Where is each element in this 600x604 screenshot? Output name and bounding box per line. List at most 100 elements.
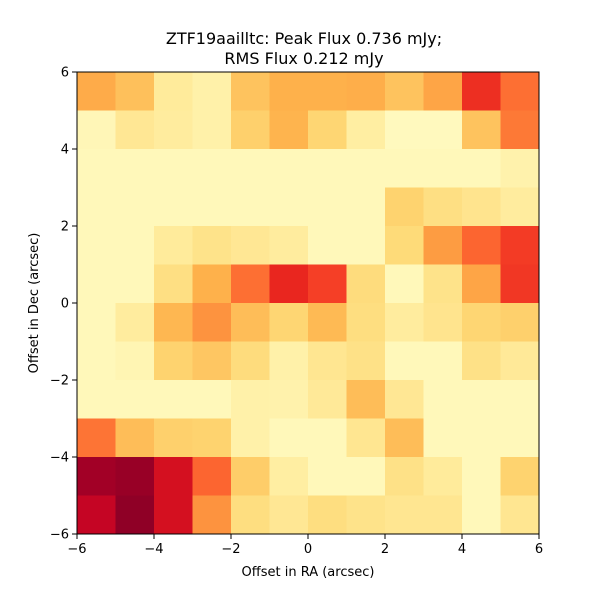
heatmap-cell (308, 341, 347, 381)
heatmap-cell (385, 457, 424, 496)
heatmap-cell (423, 110, 463, 150)
heatmap-cell (462, 110, 501, 150)
heatmap-cell (192, 110, 232, 150)
heatmap-cell (77, 226, 116, 265)
heatmap-cell (115, 72, 155, 111)
heatmap-cell (115, 380, 155, 419)
y-axis-label: Offset in Dec (arcsec) (27, 233, 42, 374)
heatmap-cell (346, 264, 386, 304)
heatmap-cell (423, 457, 463, 496)
heatmap-cell (192, 149, 232, 188)
heatmap-cell (500, 72, 540, 111)
heatmap-cell (192, 264, 232, 304)
heatmap-cell (385, 495, 424, 535)
heatmap-cell (154, 187, 193, 227)
heatmap-cell (77, 187, 116, 227)
heatmap-cell (115, 341, 155, 381)
heatmap-cell (154, 380, 193, 419)
heatmap-cell (385, 380, 424, 419)
heatmap-cell (500, 495, 540, 535)
heatmap-cell (423, 187, 463, 227)
heatmap-cell (77, 457, 116, 496)
heatmap-cell (423, 341, 463, 381)
x-tick-label: 2 (381, 542, 389, 557)
heatmap-cell (346, 418, 386, 458)
heatmap-cell (385, 110, 424, 150)
heatmap-cell (269, 149, 309, 188)
heatmap-cell (308, 110, 347, 150)
heatmap-cell (231, 457, 270, 496)
heatmap-cell (346, 110, 386, 150)
heatmap-cell (308, 149, 347, 188)
heatmap-cell (500, 303, 540, 342)
heatmap-cell (385, 226, 424, 265)
heatmap-cell (77, 303, 116, 342)
heatmap-cell (346, 187, 386, 227)
heatmap-cell (154, 264, 193, 304)
y-tick-label: −2 (50, 374, 69, 389)
heatmap-cell (269, 264, 309, 304)
heatmap-cell (500, 380, 540, 419)
heatmap-cell (385, 418, 424, 458)
heatmap-cell (269, 380, 309, 419)
heatmap-cell (462, 418, 501, 458)
heatmap-cell (423, 264, 463, 304)
heatmap-cell (77, 149, 116, 188)
heatmap-cell (269, 226, 309, 265)
x-tick-label: 0 (304, 542, 312, 557)
heatmap-cell (385, 72, 424, 111)
heatmap-cell (154, 72, 193, 111)
heatmap-cell (308, 495, 347, 535)
heatmap-cell (231, 495, 270, 535)
heatmap-cell (423, 149, 463, 188)
x-tick-label: 6 (535, 542, 543, 557)
heatmap-cell (462, 226, 501, 265)
x-axis-label: Offset in RA (arcsec) (242, 565, 375, 580)
chart-title-line-2: RMS Flux 0.212 mJy (224, 49, 383, 68)
x-tick-label: 4 (458, 542, 466, 557)
x-tick-label: −4 (144, 542, 163, 557)
heatmap-cell (500, 418, 540, 458)
heatmap-cell (192, 72, 232, 111)
heatmap-cell (346, 380, 386, 419)
heatmap-cell (269, 495, 309, 535)
heatmap-cell (269, 457, 309, 496)
heatmap-cell (231, 226, 270, 265)
heatmap-cell (308, 187, 347, 227)
heatmap-cell (308, 418, 347, 458)
heatmap-cell (77, 264, 116, 304)
heatmap-cell (77, 418, 116, 458)
heatmap-cell (115, 110, 155, 150)
heatmap-cell (423, 303, 463, 342)
heatmap-cell (423, 380, 463, 419)
heatmap-cell (154, 457, 193, 496)
y-axis-ticks: −6 −4 −2 0 2 4 6 (50, 66, 77, 543)
heatmap-cell (192, 380, 232, 419)
heatmap-cell (269, 418, 309, 458)
heatmap-cell (77, 341, 116, 381)
heatmap-cell (231, 149, 270, 188)
y-tick-label: 0 (61, 297, 69, 312)
heatmap-cell (192, 226, 232, 265)
heatmap-cell (462, 264, 501, 304)
heatmap-cell (77, 495, 116, 535)
heatmap-cell (423, 72, 463, 111)
heatmap-cell (385, 303, 424, 342)
heatmap-cell (423, 226, 463, 265)
heatmap-cell (154, 303, 193, 342)
heatmap-cell (500, 149, 540, 188)
heatmap-cell (231, 380, 270, 419)
heatmap-cell (231, 418, 270, 458)
heatmap-cell (192, 341, 232, 381)
y-tick-label: −6 (50, 528, 69, 543)
heatmap-cell (462, 303, 501, 342)
heatmap-cell (308, 457, 347, 496)
heatmap-cell (154, 341, 193, 381)
heatmap-cell (346, 303, 386, 342)
heatmap-cell (346, 341, 386, 381)
heatmap-cell (154, 418, 193, 458)
x-axis-ticks: −6 −4 −2 0 2 4 6 (67, 534, 543, 557)
chart-title-line-1: ZTF19aailltc: Peak Flux 0.736 mJy; (166, 29, 442, 48)
heatmap-cell (192, 187, 232, 227)
heatmap-cell (192, 495, 232, 535)
